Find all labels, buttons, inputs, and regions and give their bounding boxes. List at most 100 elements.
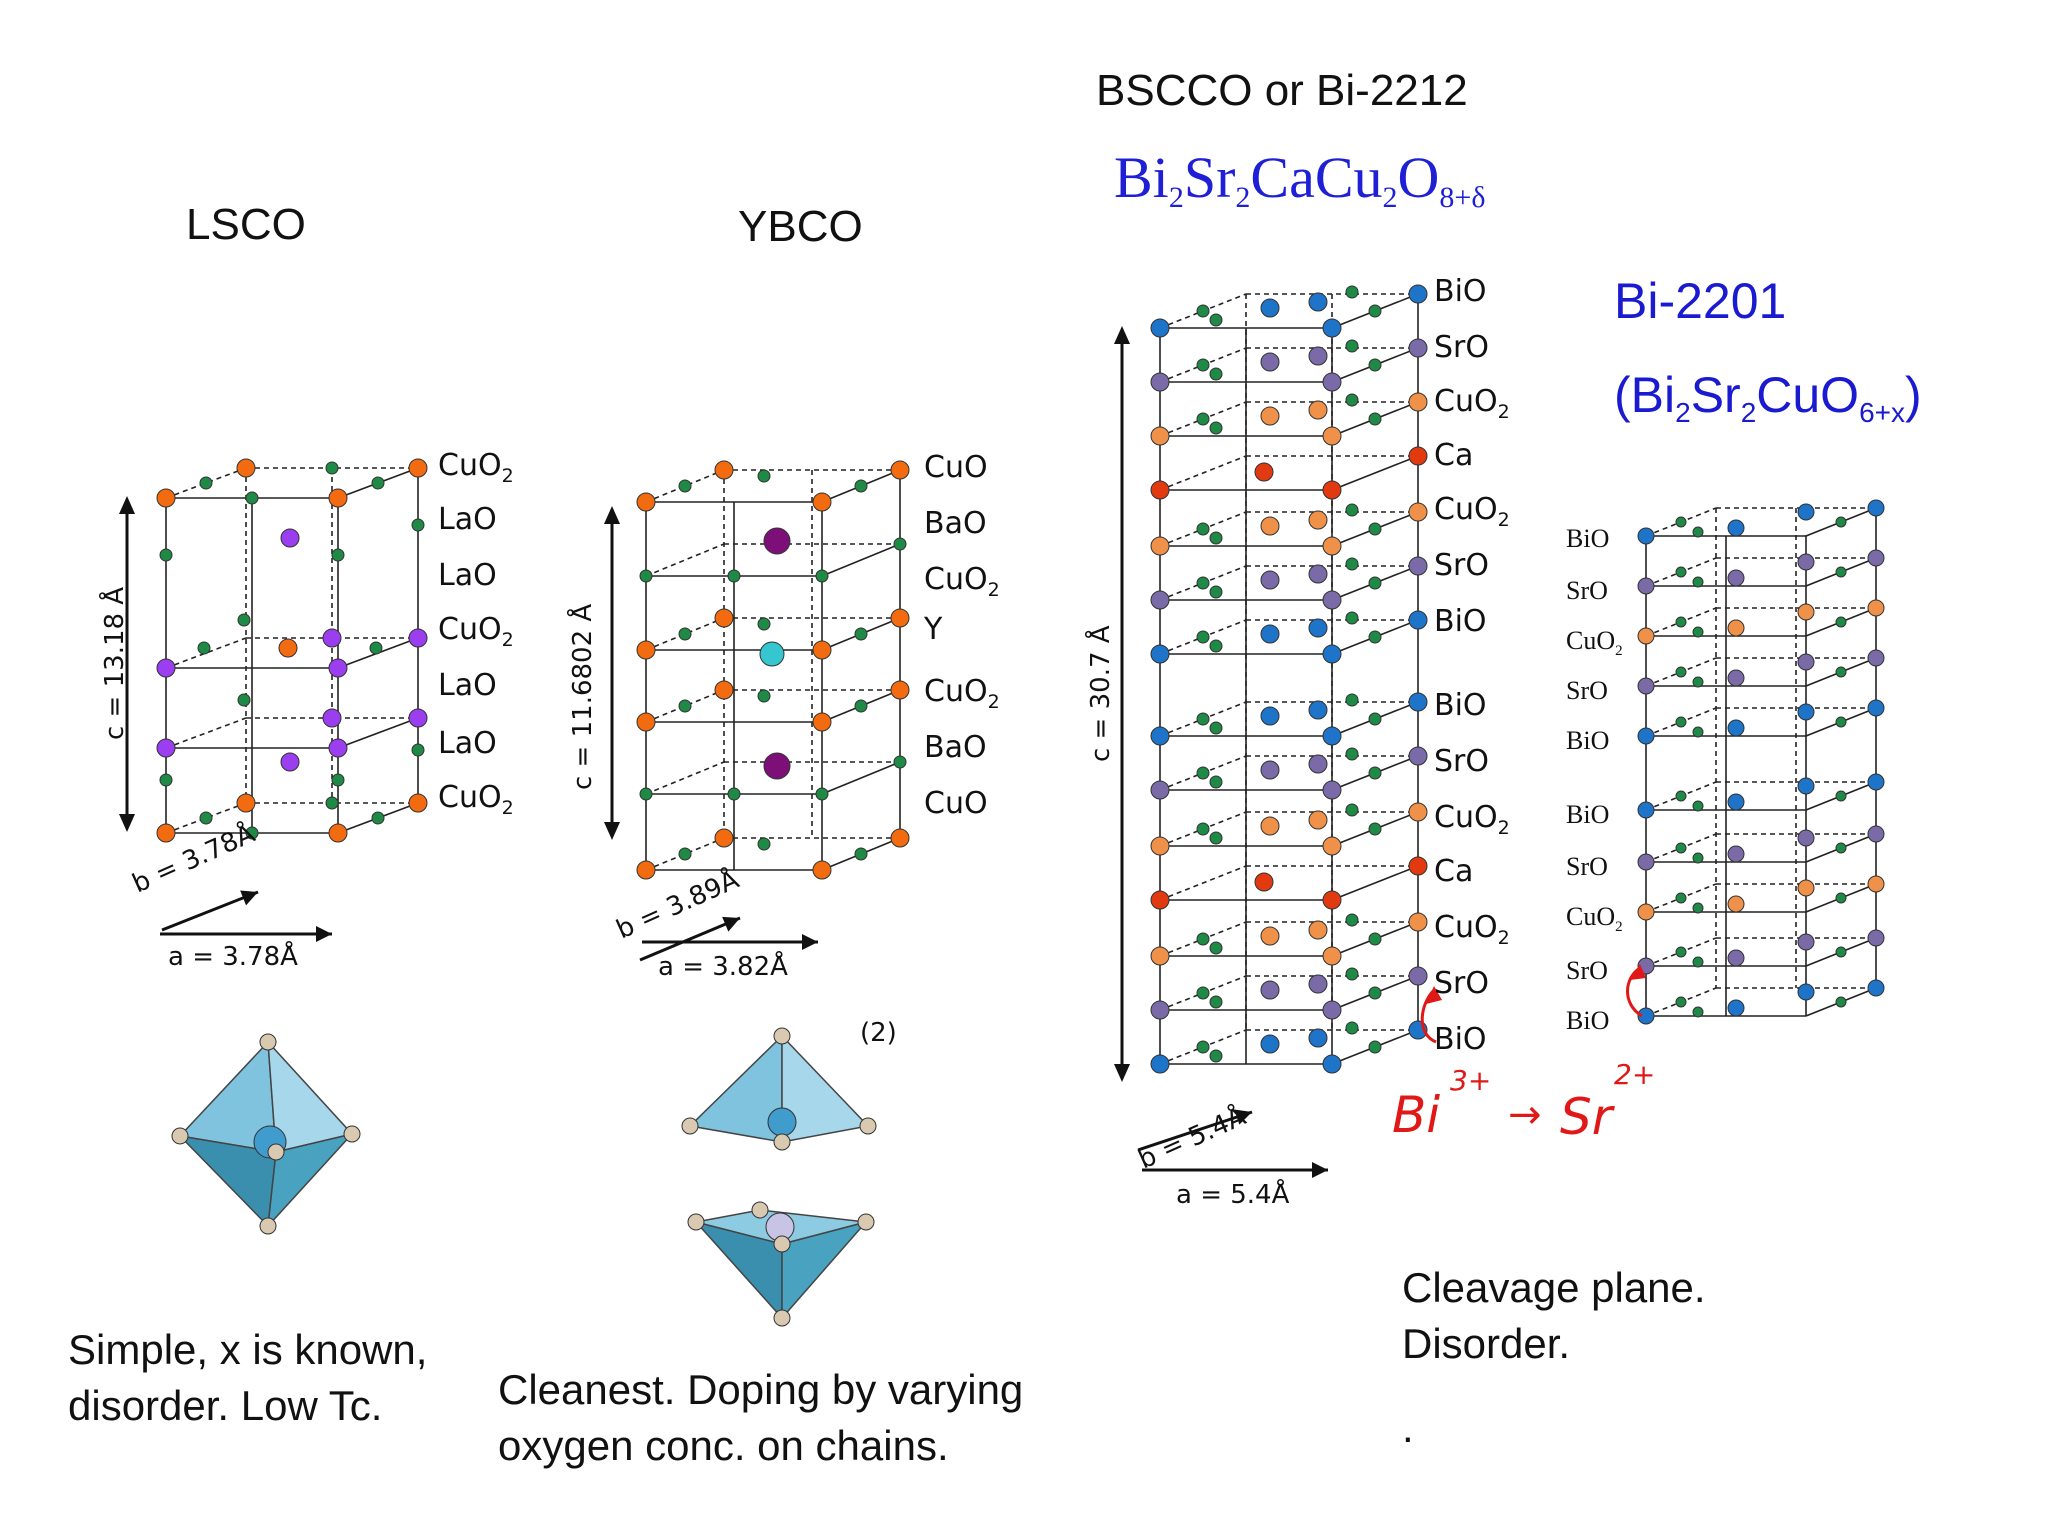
- oxygen-atom: [639, 787, 653, 801]
- cu-atom: [812, 492, 832, 512]
- ybco-b-arrow-head: [722, 916, 740, 932]
- cu-atom: [236, 458, 256, 478]
- oxygen-atom: [1835, 566, 1847, 578]
- oxygen-atom: [1675, 716, 1687, 728]
- cu-atom: [156, 823, 176, 843]
- bi-atom: [1637, 727, 1655, 745]
- bi-atom: [1867, 773, 1885, 791]
- sr-atom: [1322, 372, 1342, 392]
- bi2201-formula: (Bi2Sr2CuO6+x): [1614, 367, 1922, 428]
- cu-atom: [1260, 516, 1280, 536]
- bscco-title: BSCCO or Bi-2212: [1096, 66, 1468, 115]
- oxygen-atom: [1209, 941, 1223, 955]
- oxygen-atom: [1368, 522, 1382, 536]
- oxygen-atom: [1345, 693, 1359, 707]
- cu-atom: [1322, 426, 1342, 446]
- oxygen-atom: [1368, 986, 1382, 1000]
- oxygen-atom: [159, 773, 173, 787]
- bi2201-title: Bi-2201: [1614, 273, 1787, 329]
- oxygen-atom: [1196, 766, 1210, 780]
- sr-atom: [1637, 577, 1655, 595]
- ybco-layer-label-0: CuO: [924, 450, 988, 485]
- la-atom: [322, 708, 342, 728]
- bi-atom: [1867, 979, 1885, 997]
- oxygen-atom: [893, 537, 907, 551]
- ca-atom: [1408, 856, 1428, 876]
- lsco-a-arrow-head: [316, 926, 332, 942]
- oxygen-atom: [1675, 842, 1687, 854]
- la-atom: [408, 628, 428, 648]
- sr-atom: [1408, 966, 1428, 986]
- bi-atom: [1322, 1054, 1342, 1074]
- sr-atom: [1797, 933, 1815, 951]
- oxygen-atom: [1196, 358, 1210, 372]
- bi-atom: [1727, 793, 1745, 811]
- oxygen-atom: [678, 847, 692, 861]
- bi-atom: [1322, 644, 1342, 664]
- bscco-a-axis-label: a = 5.4Å: [1176, 1180, 1290, 1210]
- oxygen-atom: [678, 479, 692, 493]
- oxygen-atom: [1209, 995, 1223, 1009]
- cu-atom: [1322, 946, 1342, 966]
- sr-atom: [1308, 974, 1328, 994]
- oxygen-atom: [815, 569, 829, 583]
- ybco-plane: [821, 761, 901, 795]
- sr-atom: [1867, 929, 1885, 947]
- lsco-caption: Simple, x is known, disorder. Low Tc.: [68, 1326, 428, 1429]
- oxygen-atom: [1368, 630, 1382, 644]
- lsco-title: LSCO: [186, 200, 306, 249]
- oxygen-atom: [1196, 304, 1210, 318]
- bi-atom: [1727, 519, 1745, 537]
- oxygen-atom: [1675, 946, 1687, 958]
- ybco-a-axis-label: a = 3.82Å: [658, 952, 788, 982]
- apex-oxygen-atom: [859, 1117, 877, 1135]
- cu-atom: [1727, 619, 1745, 637]
- cu-atom: [1260, 926, 1280, 946]
- lsco-b-arrow: [161, 890, 259, 932]
- oxygen-atom: [757, 617, 771, 631]
- oxygen-atom: [1368, 412, 1382, 426]
- cu-atom: [1260, 406, 1280, 426]
- cu-atom: [1260, 816, 1280, 836]
- oxygen-atom: [1675, 996, 1687, 1008]
- cu-atom: [890, 608, 910, 628]
- bscco-layer-label-1: SrO: [1434, 330, 1489, 365]
- ca-atom: [1254, 872, 1274, 892]
- bi-atom: [1308, 700, 1328, 720]
- cu-atom: [890, 680, 910, 700]
- cu-atom: [636, 492, 656, 512]
- oxygen-atom: [1835, 892, 1847, 904]
- ybco-c-arrow-top: [604, 506, 620, 524]
- lsco-c-arrow-top: [119, 496, 135, 514]
- cu-atom: [714, 460, 734, 480]
- ybco-layer-label-3: Y: [924, 612, 943, 647]
- oxygen-atom: [1675, 666, 1687, 678]
- cu-atom: [1322, 536, 1342, 556]
- oxygen-atom: [1675, 892, 1687, 904]
- oxygen-atom: [1835, 616, 1847, 628]
- bi-atom: [1408, 692, 1428, 712]
- oxygen-atom: [1196, 986, 1210, 1000]
- apex-oxygen-atom: [343, 1125, 361, 1143]
- oxygen-atom: [1345, 1021, 1359, 1035]
- bscco-layer-label-0: BiO: [1434, 274, 1487, 309]
- ybco-layer-label-6: CuO: [924, 786, 988, 821]
- oxygen-atom: [1675, 516, 1687, 528]
- cu-atom: [714, 680, 734, 700]
- oxygen-atom: [1345, 611, 1359, 625]
- bscco-plane: [1331, 865, 1419, 901]
- apex-oxygen-atom: [773, 1309, 791, 1327]
- bi-atom: [1150, 1054, 1170, 1074]
- cu-atom: [1150, 536, 1170, 556]
- bscco-plane-hidden: [1159, 865, 1247, 901]
- oxygen-atom: [1692, 800, 1704, 812]
- oxygen-atom: [1692, 956, 1704, 968]
- bscco-layer-label-6: BiO: [1434, 604, 1487, 639]
- ybco-title: YBCO: [738, 202, 863, 251]
- cu-atom: [1322, 836, 1342, 856]
- oxygen-atom: [639, 569, 653, 583]
- bi-atom: [1260, 624, 1280, 644]
- cu-atom: [1308, 810, 1328, 830]
- bi-atom: [1260, 706, 1280, 726]
- bscco-layer-label-10: Ca: [1434, 854, 1474, 889]
